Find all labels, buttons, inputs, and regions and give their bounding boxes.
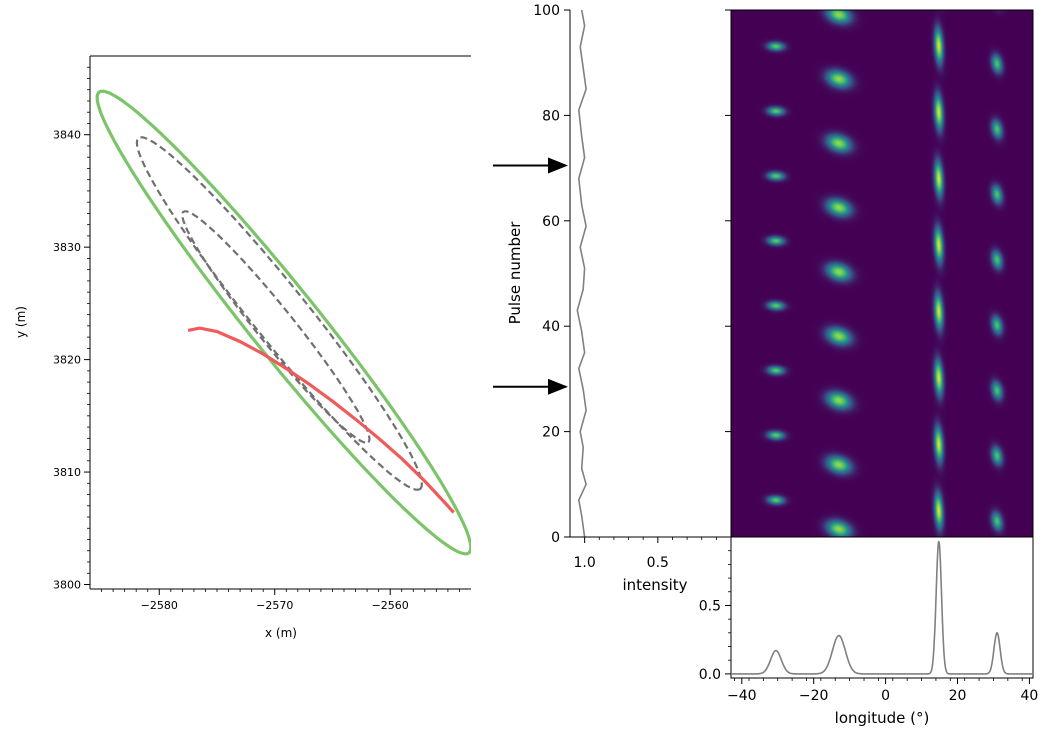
- profile-tick-label: 0.0: [699, 667, 721, 683]
- longitude-tick-label: −40: [727, 688, 757, 704]
- pulse-stack-heatmap: [731, 10, 1033, 537]
- longitude-tick-label: 20: [949, 688, 967, 704]
- pulse-tick-label: 0: [551, 530, 560, 546]
- ellipse-panel: −2580 −2570 −2560 3800 3810 3820 3830 3840 x (m…: [14, 55, 471, 640]
- ellipse-y-axis-label: y (m): [14, 306, 28, 338]
- sightline-track: [187, 326, 455, 514]
- pulse-tick-label: 20: [542, 425, 560, 441]
- pulse-energy-line: [576, 9, 587, 538]
- outer-ellipse: [95, 89, 471, 556]
- average-profile-panel: −40 −20 0 20 40 0.0 0.5 longitude (°): [699, 536, 1038, 727]
- y-tick-label: 3820: [53, 354, 81, 367]
- average-profile-line: [731, 540, 1033, 675]
- pulse-energy-panel: 0 20 40 60 80 100 1.0 0.5 Pulse number intensit…: [506, 3, 731, 594]
- inner-ellipse: [181, 210, 371, 444]
- ellipse-x-axis-label: x (m): [265, 626, 297, 640]
- pulse-axis-label: Pulse number: [506, 221, 524, 325]
- longitude-axis-label: longitude (°): [835, 709, 930, 727]
- intensity-tick-label: 1.0: [574, 555, 596, 571]
- pulse-tick-label: 80: [542, 108, 560, 124]
- x-tick-label: −2560: [372, 599, 409, 612]
- x-tick-label: −2570: [256, 599, 293, 612]
- middle-ellipse: [135, 136, 423, 491]
- intensity-axis-label: intensity: [622, 576, 687, 594]
- pulse-stack-panel: [725, 9, 1034, 538]
- pulse-arrows: [493, 157, 568, 395]
- profile-frame: [730, 536, 1034, 679]
- y-tick-label: 3810: [53, 466, 81, 479]
- pulse-tick-label: 60: [542, 214, 560, 230]
- longitude-tick-label: 40: [1020, 688, 1038, 704]
- pulse-tick-label: 40: [542, 319, 560, 335]
- intensity-tick-label: 0.5: [647, 555, 669, 571]
- x-tick-label: −2580: [141, 599, 178, 612]
- profile-tick-label: 0.5: [699, 598, 721, 614]
- y-tick-label: 3830: [53, 241, 81, 254]
- y-tick-label: 3800: [53, 579, 81, 592]
- pulse-tick-label: 100: [533, 3, 560, 19]
- longitude-tick-label: −20: [799, 688, 829, 704]
- longitude-tick-label: 0: [881, 688, 890, 704]
- y-tick-label: 3840: [53, 129, 81, 142]
